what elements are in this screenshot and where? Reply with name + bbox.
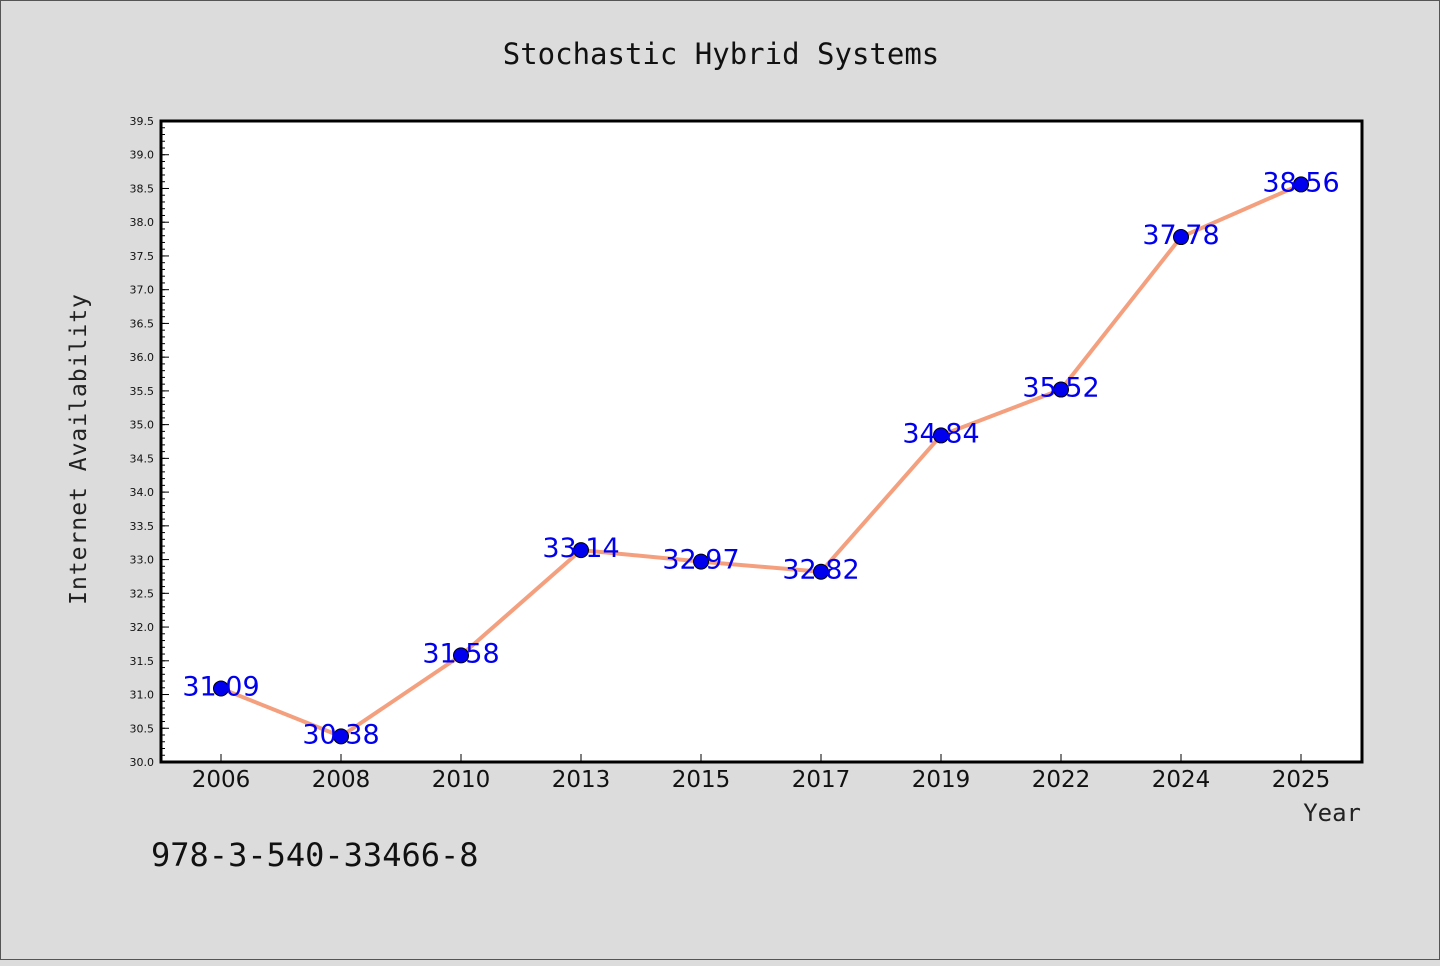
x-tick-label: 2025 [1272,767,1331,793]
data-label: 33.14 [542,533,619,564]
y-tick-label: 30.5 [130,722,155,735]
y-axis: 30.0 30.5 31.0 31.5 32.0 32.5 33.0 33.5 34.0 34.5… [130,115,169,769]
x-axis: 2006 2008 2010 2013 2015 2017 2019 2022 2024 2025 [192,754,1331,793]
y-tick-label: 36.0 [130,351,155,364]
data-point [1053,381,1069,398]
data-point [333,728,349,745]
y-tick-label: 31.0 [130,689,155,702]
data-point [1173,229,1189,246]
isbn-footer: 978-3-540-33466-8 [151,836,479,874]
data-label: 35.52 [1022,373,1099,404]
y-tick-label: 36.5 [130,317,155,330]
data-label: 31.58 [422,638,499,669]
x-tick-label: 2019 [912,767,971,793]
data-labels: 31.09 30.38 31.58 33.14 32.97 32.82 34.84 35.52… [182,167,1339,750]
y-tick-label: 34.0 [130,486,155,499]
data-label: 34.84 [902,418,979,449]
y-tick-label: 31.5 [130,655,155,668]
y-tick-label: 34.5 [130,452,155,465]
data-point [1293,176,1309,193]
data-label: 38.56 [1262,167,1339,198]
data-label: 31.09 [182,671,259,702]
data-point [693,553,709,570]
x-axis-label: Year [1303,799,1361,827]
y-tick-label: 38.5 [130,182,155,195]
y-tick-label: 39.0 [130,149,155,162]
x-tick-label: 2015 [672,767,731,793]
x-tick-label: 2006 [192,767,251,793]
x-tick-label: 2013 [552,767,611,793]
chart-title: Stochastic Hybrid Systems [503,37,940,71]
data-label: 32.97 [662,545,739,576]
series-line [213,176,1309,745]
y-tick-label: 37.5 [130,250,155,263]
data-point [933,427,949,444]
data-point [813,563,829,580]
y-tick-label: 35.5 [130,385,155,398]
y-tick-label: 33.5 [130,520,155,533]
y-tick-label: 33.0 [130,554,155,567]
y-tick-label: 38.0 [130,216,155,229]
data-point [213,680,229,697]
y-axis-label: Internet Availability [66,293,92,605]
plot-area [159,119,1364,764]
y-tick-label: 35.0 [130,419,155,432]
y-tick-label: 39.5 [130,115,155,128]
y-tick-label: 32.5 [130,587,155,600]
data-point [453,647,469,664]
y-tick-label: 30.0 [130,756,155,769]
x-tick-label: 2017 [792,767,851,793]
x-tick-label: 2022 [1032,767,1091,793]
data-label: 37.78 [1142,220,1219,251]
data-point [573,542,589,559]
y-tick-label: 37.0 [130,284,155,297]
x-tick-label: 2008 [312,767,371,793]
data-label: 30.38 [302,719,379,750]
series-polyline [220,182,1302,739]
x-tick-label: 2010 [432,767,491,793]
y-tick-label: 32.0 [130,621,155,634]
x-tick-label: 2024 [1152,767,1211,793]
data-label: 32.82 [782,555,859,586]
